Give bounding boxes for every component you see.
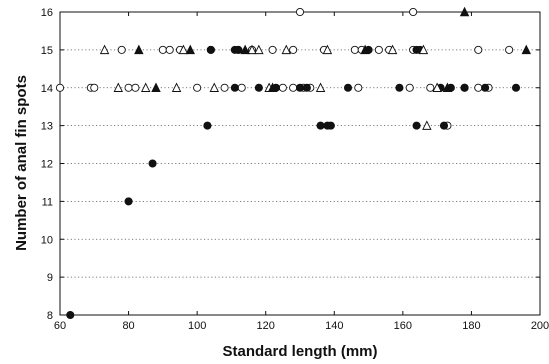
point-open-circle-18 bbox=[505, 45, 514, 54]
point-open-triangle-13 bbox=[315, 82, 326, 92]
y-tick-label-9: 9 bbox=[47, 272, 53, 284]
axis-ticks: 8 9 10 11 12 13 14 15 16 60 80 100 120 140 160 180 200 bbox=[41, 7, 549, 332]
x-tick-label-60: 60 bbox=[54, 320, 66, 332]
point-filled-circle-22 bbox=[412, 121, 421, 130]
point-filled-circle-26 bbox=[66, 310, 75, 320]
y-tick-label-10: 10 bbox=[41, 234, 53, 246]
point-open-circle-32 bbox=[405, 83, 414, 92]
y-tick-label-16: 16 bbox=[41, 7, 53, 19]
point-filled-circle-16 bbox=[481, 83, 490, 92]
x-tick-label-160: 160 bbox=[394, 320, 412, 332]
data-points bbox=[55, 6, 532, 320]
x-tick-label-100: 100 bbox=[188, 320, 206, 332]
point-open-triangle-4 bbox=[281, 44, 292, 55]
point-filled-triangle-1 bbox=[134, 44, 144, 55]
point-filled-circle-10 bbox=[302, 83, 311, 92]
point-open-triangle-7 bbox=[418, 44, 429, 55]
point-open-circle-35 bbox=[474, 83, 483, 92]
point-open-circle-25 bbox=[220, 83, 229, 92]
point-open-circle-12 bbox=[350, 45, 359, 54]
point-open-circle-2 bbox=[117, 45, 126, 54]
x-tick-label-120: 120 bbox=[257, 320, 275, 332]
point-filled-circle-19 bbox=[316, 121, 325, 130]
point-filled-circle-11 bbox=[343, 83, 353, 92]
point-filled-triangle-3 bbox=[240, 44, 250, 55]
point-open-triangle-14 bbox=[432, 82, 442, 92]
point-open-triangle-10 bbox=[171, 82, 182, 92]
point-open-triangle-5 bbox=[322, 44, 333, 55]
y-tick-label-13: 13 bbox=[41, 121, 53, 133]
point-filled-circle-0 bbox=[206, 45, 215, 54]
point-open-triangle-11 bbox=[209, 82, 220, 92]
point-filled-circle-18 bbox=[203, 121, 212, 130]
point-open-circle-4 bbox=[165, 45, 174, 54]
x-tick-label-180: 180 bbox=[462, 320, 480, 332]
point-open-circle-3 bbox=[158, 45, 167, 54]
point-filled-triangle-0 bbox=[459, 6, 470, 17]
point-open-triangle-15 bbox=[422, 120, 432, 130]
point-filled-triangle-4 bbox=[360, 44, 370, 55]
point-filled-circle-9 bbox=[295, 83, 305, 92]
point-filled-circle-15 bbox=[460, 83, 469, 92]
point-open-circle-28 bbox=[289, 83, 298, 92]
point-open-triangle-2 bbox=[247, 44, 257, 55]
point-filled-circle-21 bbox=[326, 121, 335, 130]
point-filled-triangle-6 bbox=[151, 82, 161, 92]
point-open-circle-9 bbox=[268, 45, 277, 54]
point-filled-circle-7 bbox=[254, 83, 263, 92]
point-open-circle-24 bbox=[193, 83, 202, 92]
point-open-circle-33 bbox=[426, 83, 435, 92]
point-filled-circle-24 bbox=[148, 159, 157, 168]
point-open-circle-22 bbox=[124, 83, 133, 92]
y-tick-label-14: 14 bbox=[41, 83, 53, 95]
point-filled-triangle-5 bbox=[521, 44, 532, 55]
y-tick-label-15: 15 bbox=[41, 45, 53, 57]
y-tick-label-11: 11 bbox=[42, 196, 53, 208]
point-open-circle-23 bbox=[131, 83, 140, 92]
y-tick-label-12: 12 bbox=[41, 159, 53, 171]
point-filled-triangle-2 bbox=[185, 44, 196, 55]
point-filled-circle-17 bbox=[511, 83, 521, 92]
point-open-circle-27 bbox=[278, 83, 287, 92]
point-open-triangle-9 bbox=[140, 82, 151, 92]
point-open-circle-14 bbox=[374, 45, 383, 54]
point-open-circle-10 bbox=[289, 45, 298, 54]
y-tick-label-8: 8 bbox=[47, 310, 53, 322]
point-open-triangle-1 bbox=[178, 44, 189, 55]
x-tick-label-140: 140 bbox=[325, 320, 343, 332]
point-filled-triangle-8 bbox=[442, 82, 453, 92]
x-axis-title: Standard length (mm) bbox=[222, 343, 377, 360]
point-open-circle-0 bbox=[295, 7, 305, 17]
point-open-triangle-6 bbox=[387, 44, 398, 55]
point-open-triangle-3 bbox=[254, 44, 264, 55]
point-filled-circle-25 bbox=[124, 197, 133, 206]
point-open-circle-31 bbox=[354, 83, 363, 92]
y-axis-title: Number of anal fin spots bbox=[13, 75, 30, 251]
point-open-circle-26 bbox=[237, 83, 246, 92]
point-open-circle-1 bbox=[409, 7, 418, 17]
point-open-triangle-0 bbox=[99, 44, 110, 55]
x-tick-label-80: 80 bbox=[122, 320, 134, 332]
point-open-circle-17 bbox=[474, 45, 483, 54]
point-open-circle-19 bbox=[55, 83, 65, 92]
point-filled-circle-23 bbox=[439, 121, 449, 130]
point-filled-circle-6 bbox=[230, 83, 239, 92]
point-open-triangle-8 bbox=[113, 82, 124, 92]
point-filled-circle-2 bbox=[234, 45, 243, 54]
point-filled-triangle-7 bbox=[267, 82, 278, 92]
point-open-circle-21 bbox=[90, 83, 99, 92]
point-filled-circle-12 bbox=[395, 83, 404, 92]
x-tick-label-200: 200 bbox=[531, 320, 549, 332]
